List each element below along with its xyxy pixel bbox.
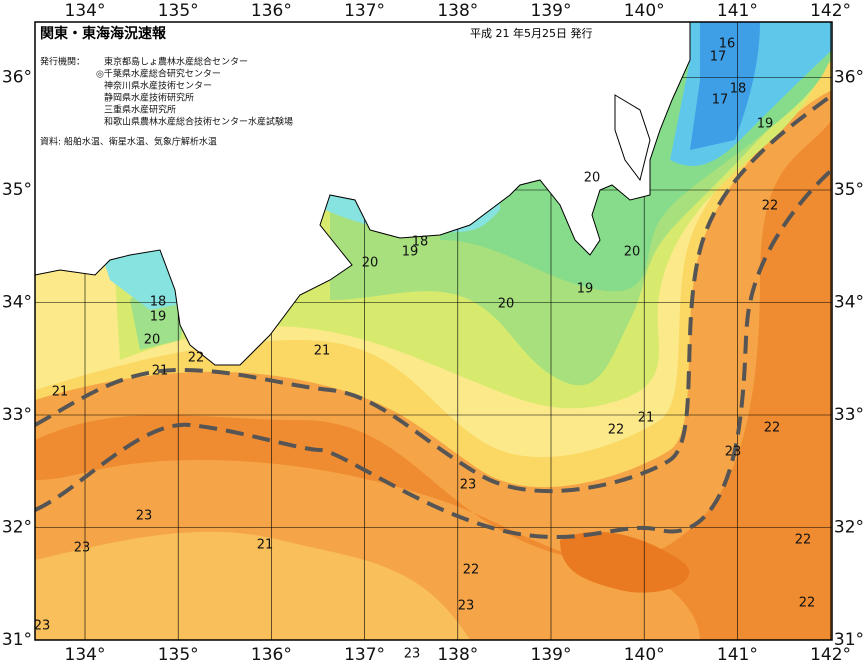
lon-label-top: 142° <box>810 1 851 21</box>
contour-label: 20 <box>624 245 641 260</box>
contour-label: 23 <box>404 647 421 662</box>
contour-label: 17 <box>710 50 727 65</box>
lon-label-bottom: 136° <box>251 645 292 665</box>
contour-label: 17 <box>712 93 729 108</box>
contour-label: 23 <box>74 541 91 556</box>
lon-label-top: 137° <box>344 1 385 21</box>
contour-label: 18 <box>412 235 429 250</box>
map-frame <box>34 21 833 641</box>
lon-label-bottom: 141° <box>717 645 758 665</box>
contour-label: 18 <box>730 82 747 97</box>
lat-label-left: 33° <box>2 405 32 425</box>
lat-label-right: 33° <box>834 405 864 425</box>
contour-label: 20 <box>144 333 161 348</box>
contour-label: 21 <box>638 411 655 426</box>
lat-label-left: 36° <box>2 68 32 88</box>
issuer: 東京都島しょ農林水産総合センター <box>104 56 248 68</box>
contour-label: 16 <box>719 37 736 52</box>
issuer: 三重県水産研究所 <box>104 104 176 116</box>
lat-label-left: 32° <box>2 518 32 538</box>
lat-label-left: 35° <box>2 180 32 200</box>
lon-label-top: 136° <box>251 1 292 21</box>
contour-label: 22 <box>764 421 781 436</box>
contour-label: 23 <box>136 509 153 524</box>
lon-label-bottom: 135° <box>158 645 199 665</box>
lat-label-left: 31° <box>2 630 32 650</box>
contour-label: 19 <box>402 245 419 260</box>
contour-label: 20 <box>584 171 601 186</box>
issuer: 神奈川県水産技術センター <box>104 80 212 92</box>
lat-label-right: 34° <box>834 293 864 313</box>
contour-label: 21 <box>314 344 331 359</box>
contour-label: 23 <box>34 619 51 634</box>
contour-label: 19 <box>577 282 594 297</box>
lon-label-top: 141° <box>717 1 758 21</box>
issuer: 静岡県水産技術研究所 <box>104 92 194 104</box>
issuers-label: 発行機関： <box>40 56 85 68</box>
issue-date: 平成 21 年5月25日 発行 <box>470 26 592 40</box>
contour-label: 22 <box>799 596 816 611</box>
contour-label: 22 <box>463 563 480 578</box>
contour-label: 19 <box>150 310 167 325</box>
lon-label-bottom: 142° <box>810 645 851 665</box>
lon-label-top: 135° <box>158 1 199 21</box>
lon-label-bottom: 137° <box>344 645 385 665</box>
contour-label: 19 <box>757 117 774 132</box>
lon-label-bottom: 140° <box>624 645 665 665</box>
contour-label: 23 <box>460 478 477 493</box>
lon-label-bottom: 134° <box>65 645 106 665</box>
lat-label-left: 34° <box>2 293 32 313</box>
issuers: 東京都島しょ農林水産総合センター◎千葉県水産総合研究センター神奈川県水産技術セン… <box>96 56 293 128</box>
kuroshio-axis <box>35 93 832 539</box>
contour-label: 22 <box>608 423 625 438</box>
contour-label: 23 <box>458 599 475 614</box>
contour-label: 22 <box>188 351 205 366</box>
lon-label-bottom: 138° <box>437 645 478 665</box>
contour-label: 20 <box>498 297 515 312</box>
contour-label: 23 <box>725 445 742 460</box>
land <box>34 21 691 366</box>
lon-label-top: 140° <box>624 1 665 21</box>
contour-label: 18 <box>150 295 167 310</box>
contour-label: 21 <box>152 364 169 379</box>
lat-label-right: 32° <box>834 518 864 538</box>
contour-label: 21 <box>52 385 69 400</box>
lon-label-top: 139° <box>531 1 572 21</box>
boso-peninsula <box>614 94 651 182</box>
contour-label: 22 <box>795 533 812 548</box>
lat-label-right: 31° <box>834 630 864 650</box>
contour-label: 22 <box>762 199 779 214</box>
contour-label: 21 <box>257 538 274 553</box>
lon-label-bottom: 139° <box>531 645 572 665</box>
lon-label-top: 138° <box>437 1 478 21</box>
lat-label-right: 36° <box>834 68 864 88</box>
contour-label: 20 <box>362 256 379 271</box>
source: 資料: 船舶水温、衛星水温、気象庁解析水温 <box>40 136 217 148</box>
issuer: ◎千葉県水産総合研究センター <box>96 68 221 80</box>
lon-label-top: 134° <box>65 1 106 21</box>
title: 関東・東海海況速報 <box>40 25 167 42</box>
lat-label-right: 35° <box>834 180 864 200</box>
issuer: 和歌山県農林水産総合技術センター水産試験場 <box>104 116 293 128</box>
